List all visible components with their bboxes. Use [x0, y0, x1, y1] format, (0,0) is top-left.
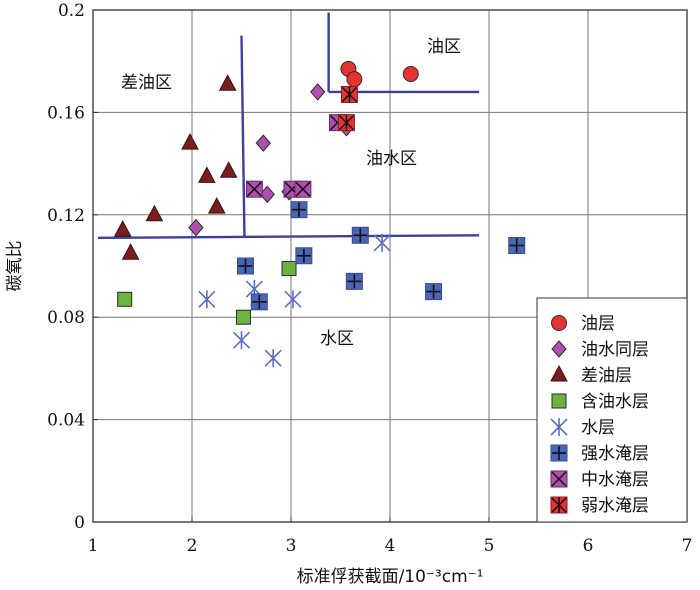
data-point-series-1: [188, 218, 204, 237]
y-tick-label: 0.16: [47, 103, 85, 123]
data-point-series-0: [346, 71, 363, 88]
legend-marker-4: [550, 418, 568, 436]
data-point-series-7: [337, 114, 355, 132]
legend-label-oil-water: 油水同层: [581, 340, 649, 360]
data-point-series-6: [294, 180, 312, 198]
legend-marker-5: [550, 444, 568, 462]
legend-label-strong-flooded: 强水淹层: [581, 444, 649, 464]
legend-marker-2: [550, 364, 568, 382]
legend-label-oil: 油层: [581, 314, 615, 334]
data-point-series-0: [402, 66, 419, 82]
x-tick-label: 7: [682, 536, 693, 556]
data-point-series-2: [219, 161, 238, 178]
y-tick-label: 0: [74, 513, 85, 533]
legend-label-medium-flooded: 中水淹层: [581, 470, 649, 490]
data-point-series-4: [198, 290, 216, 309]
data-point-series-4: [284, 290, 302, 309]
x-tick-label: 3: [286, 536, 297, 556]
legend-label-oily-water: 含油水层: [581, 392, 649, 412]
axis-ticks: 1 2 3 4 5 6 7 0 0.04 0.08 0.12 0.16 0.2: [47, 1, 692, 556]
data-point-series-1: [255, 134, 271, 152]
data-points: [113, 60, 526, 368]
boundary-line-vertical-left: [240, 35, 246, 238]
legend-marker-6: [550, 470, 568, 488]
y-axis-title: 碳氧比: [5, 241, 25, 292]
x-tick-label: 6: [583, 536, 594, 556]
y-tick-label: 0.08: [47, 308, 85, 328]
data-point-series-2: [198, 166, 216, 183]
data-point-series-2: [181, 133, 199, 150]
data-point-series-5: [236, 257, 254, 275]
y-tick-label: 0.2: [58, 1, 85, 21]
zone-label-water: 水区: [320, 329, 354, 349]
legend-label-weak-flooded: 弱水淹层: [581, 496, 649, 516]
data-point-series-5: [351, 226, 369, 244]
boundary-lines: [97, 12, 480, 240]
legend-label-water: 水层: [581, 418, 615, 438]
x-tick-label: 5: [484, 536, 495, 556]
data-point-series-3: [117, 291, 133, 307]
legend-marker-3: [551, 393, 567, 409]
legend-marker-0: [551, 315, 567, 331]
data-point-series-2: [113, 220, 132, 237]
data-point-series-5: [250, 293, 268, 311]
data-point-series-5: [425, 283, 443, 301]
grid: [93, 10, 687, 522]
legend-marker-1: [551, 340, 567, 358]
data-point-series-6: [245, 180, 263, 198]
data-point-series-1: [310, 83, 326, 101]
data-point-series-7: [340, 85, 358, 103]
data-point-series-4: [232, 331, 251, 350]
boundary-line-horizontal-lower: [97, 234, 480, 240]
legend-label-poor-oil: 差油层: [581, 366, 632, 386]
data-point-series-4: [264, 349, 282, 368]
x-tick-label: 2: [187, 536, 198, 556]
data-point-series-3: [281, 261, 297, 277]
data-point-series-2: [121, 243, 140, 260]
data-point-series-5: [290, 201, 308, 219]
legend-marker-7: [550, 496, 568, 514]
data-point-series-4: [373, 233, 391, 252]
data-point-series-5: [345, 272, 363, 290]
legend-box: [536, 297, 688, 523]
data-point-series-3: [235, 309, 251, 325]
zone-label-oil-water: 油水区: [366, 149, 417, 169]
y-tick-label: 0.04: [47, 411, 85, 431]
x-tick-label: 1: [88, 536, 99, 556]
data-point-series-2: [145, 204, 164, 222]
y-tick-label: 0.12: [47, 206, 85, 226]
x-axis-title: 标准俘获截面/10⁻³cm⁻¹: [297, 567, 484, 587]
data-point-series-2: [207, 197, 226, 214]
data-point-series-2: [218, 74, 237, 91]
zone-label-poor-oil: 差油区: [121, 73, 172, 93]
data-point-series-5: [508, 237, 526, 255]
zone-label-oil: 油区: [427, 37, 461, 57]
legend-markers: [550, 315, 568, 514]
x-tick-label: 4: [385, 536, 396, 556]
data-point-series-5: [295, 247, 313, 265]
legend: 油层 油水同层 差油层 含油水层 水层 强水淹层 中水淹层 弱水淹层: [536, 297, 688, 523]
